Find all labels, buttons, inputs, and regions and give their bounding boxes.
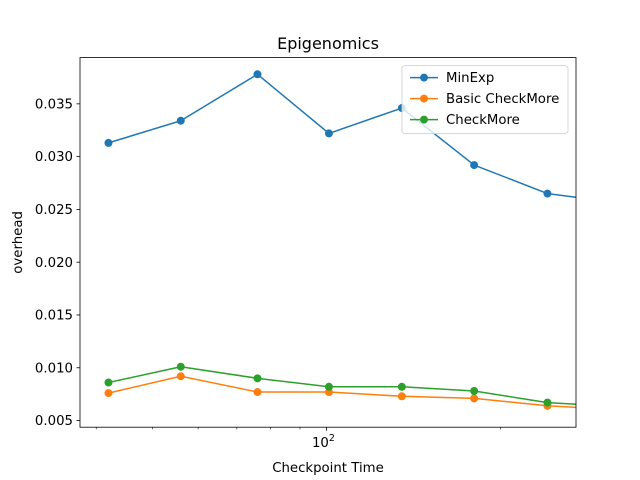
chart-title: Epigenomics — [277, 34, 379, 53]
y-tick-label: 0.030 — [35, 150, 73, 165]
data-point — [176, 116, 185, 125]
x-tick-label-exponent: 2 — [329, 433, 335, 444]
data-point — [470, 386, 479, 395]
y-tick-label: 0.035 — [35, 97, 73, 112]
data-point — [104, 138, 113, 147]
data-point — [543, 189, 552, 198]
data-point — [324, 382, 333, 391]
data-point — [324, 129, 333, 138]
legend-box — [401, 65, 569, 134]
data-point — [253, 388, 262, 397]
y-tick-label: 0.005 — [35, 414, 73, 429]
axis-ticks: 0.005 0.010 0.015 0.020 0.025 0.030 0.035 102 — [35, 97, 501, 451]
data-point — [470, 394, 479, 403]
legend-marker — [420, 94, 428, 103]
legend-item: CheckMore — [410, 113, 520, 128]
series-checkmore — [104, 362, 576, 407]
data-point — [176, 372, 185, 381]
y-tick-label: 0.020 — [35, 256, 73, 271]
data-point — [397, 392, 406, 401]
legend-item: MinExp — [410, 71, 494, 86]
data-point — [104, 378, 113, 387]
legend-label: CheckMore — [446, 113, 520, 128]
data-point — [470, 161, 479, 170]
legend-item: Basic CheckMore — [410, 92, 559, 107]
legend-label: MinExp — [446, 71, 494, 86]
y-tick-label: 0.010 — [35, 361, 73, 376]
legend-marker — [420, 115, 428, 124]
data-point — [397, 382, 406, 391]
data-point — [104, 389, 113, 398]
x-axis-label: Checkpoint Time — [272, 461, 384, 476]
legend: MinExp Basic CheckMore CheckMore — [401, 65, 569, 134]
axes-frame — [79, 57, 577, 428]
y-tick-label: 0.025 — [35, 203, 73, 218]
data-point — [543, 398, 552, 407]
y-axis-label: overhead — [11, 211, 26, 274]
legend-label: Basic CheckMore — [446, 92, 559, 107]
data-point — [176, 362, 185, 371]
data-point — [253, 374, 262, 383]
legend-marker — [420, 73, 428, 82]
x-tick-label-base: 10 — [312, 436, 329, 451]
data-point — [253, 70, 262, 79]
x-tick-label: 102 — [312, 433, 335, 451]
y-tick-label: 0.015 — [35, 309, 73, 324]
